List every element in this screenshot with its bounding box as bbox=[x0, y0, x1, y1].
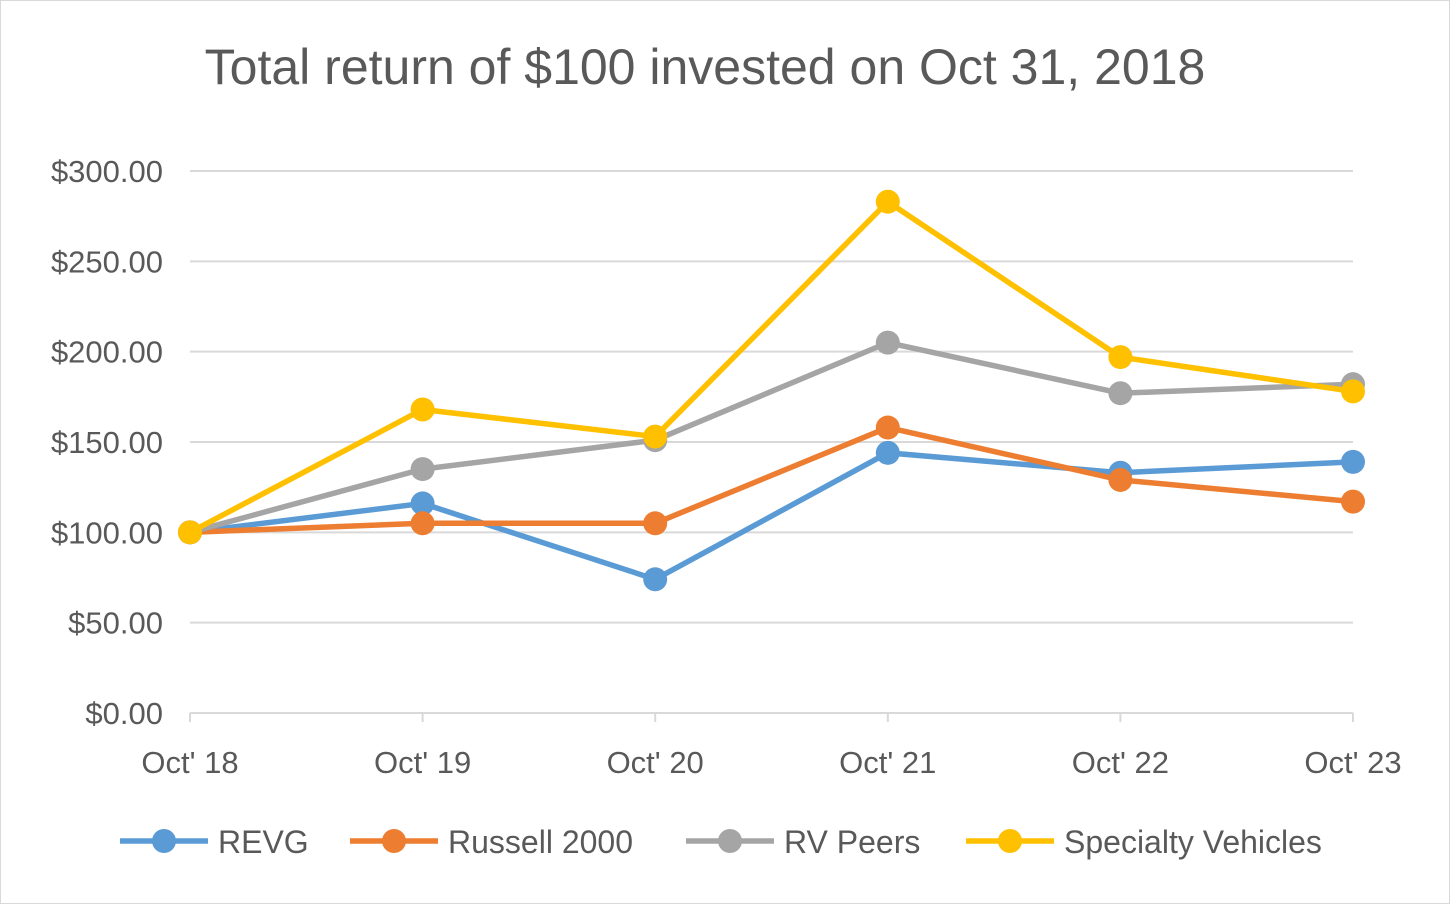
data-point bbox=[1108, 381, 1133, 406]
legend-item: Russell 2000 bbox=[350, 824, 633, 860]
legend-item: RV Peers bbox=[686, 824, 920, 860]
x-axis bbox=[189, 712, 1354, 722]
data-point bbox=[1341, 489, 1365, 514]
data-point bbox=[1108, 345, 1133, 370]
series-line bbox=[187, 198, 1356, 536]
series-line bbox=[187, 450, 1356, 583]
legend-item: Specialty Vehicles bbox=[966, 824, 1322, 860]
data-point bbox=[875, 330, 900, 355]
data-point bbox=[1108, 467, 1133, 492]
series-revg bbox=[178, 440, 1365, 592]
x-axis-labels: Oct' 18 Oct' 19 Oct' 20 Oct' 21 Oct' 22 Oct' … bbox=[141, 745, 1401, 780]
gridlines bbox=[190, 170, 1353, 624]
data-point bbox=[1341, 449, 1365, 474]
data-point bbox=[410, 491, 435, 516]
y-tick-label: $150.00 bbox=[51, 425, 163, 460]
data-point bbox=[875, 440, 900, 465]
x-tick-label: Oct' 20 bbox=[607, 745, 704, 780]
chart-title: Total return of $100 invested on Oct 31,… bbox=[204, 39, 1206, 95]
series-line bbox=[187, 339, 1356, 536]
series-group bbox=[178, 189, 1365, 592]
legend-label: REVG bbox=[218, 824, 309, 860]
legend-marker bbox=[382, 829, 406, 853]
legend-label: RV Peers bbox=[784, 824, 920, 860]
legend: REVG Russell 2000 RV Peers Specialty Vehicl… bbox=[120, 824, 1322, 860]
data-point bbox=[875, 415, 900, 440]
legend-label: Russell 2000 bbox=[448, 824, 633, 860]
legend-item: REVG bbox=[120, 824, 309, 860]
data-point bbox=[643, 424, 668, 449]
data-point bbox=[410, 457, 435, 482]
x-tick-label: Oct' 22 bbox=[1072, 745, 1169, 780]
data-point bbox=[178, 520, 202, 545]
x-tick-label: Oct' 23 bbox=[1304, 745, 1401, 780]
data-point bbox=[643, 567, 668, 592]
y-tick-label: $200.00 bbox=[51, 335, 163, 370]
legend-marker bbox=[152, 829, 176, 853]
series-line bbox=[187, 424, 1356, 536]
y-tick-label: $100.00 bbox=[51, 515, 163, 550]
y-axis-labels: $0.00 $50.00 $100.00 $150.00 $200.00 $250.00 $… bbox=[51, 154, 163, 731]
x-tick-label: Oct' 19 bbox=[374, 745, 471, 780]
data-point bbox=[1341, 379, 1365, 404]
y-tick-label: $250.00 bbox=[51, 244, 163, 279]
legend-label: Specialty Vehicles bbox=[1064, 824, 1322, 860]
y-tick-label: $50.00 bbox=[68, 606, 163, 641]
series-russell-2000 bbox=[178, 415, 1365, 545]
data-point bbox=[410, 397, 435, 422]
data-point bbox=[643, 511, 668, 536]
legend-marker bbox=[718, 829, 742, 853]
data-point bbox=[410, 511, 435, 536]
y-tick-label: $300.00 bbox=[51, 154, 163, 189]
y-tick-label: $0.00 bbox=[85, 696, 163, 731]
series-specialty-vehicles bbox=[178, 189, 1365, 545]
x-tick-label: Oct' 21 bbox=[839, 745, 936, 780]
legend-marker bbox=[998, 829, 1022, 853]
x-tick-label: Oct' 18 bbox=[141, 745, 238, 780]
data-point bbox=[875, 189, 900, 214]
